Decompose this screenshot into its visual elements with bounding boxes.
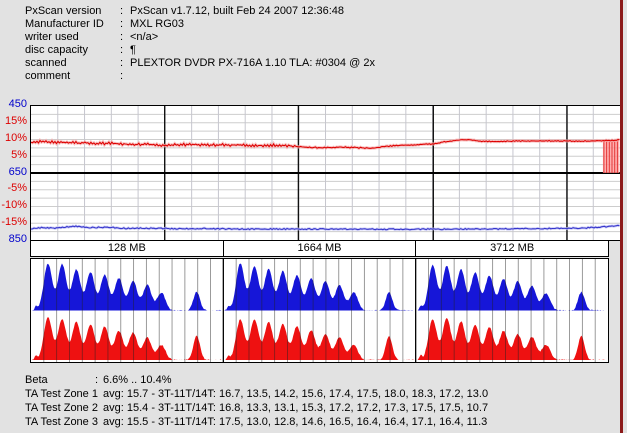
summary-label: TA Test Zone 3 — [25, 416, 98, 428]
summary-separator — [95, 415, 103, 429]
summary-label: TA Test Zone 1 — [25, 388, 98, 400]
y-axis-label: -5% — [7, 182, 27, 195]
summary-separator: : — [95, 374, 99, 386]
window-right-border — [620, 0, 623, 433]
x-axis-zone-cell: 1664 MB — [222, 241, 416, 256]
info-label: comment — [25, 70, 71, 82]
info-separator: : — [120, 44, 124, 56]
summary-separator — [95, 387, 103, 401]
info-label: Manufacturer ID — [25, 18, 104, 30]
info-label: writer used — [25, 31, 79, 43]
info-row: PxScan version: PxScan v1.7.12, built Feb… — [25, 5, 375, 18]
x-axis-zone-cell: 3712 MB — [415, 241, 608, 256]
summary-separator — [95, 401, 103, 415]
info-row: Manufacturer ID: MXL RG03 — [25, 18, 375, 31]
info-label: scanned — [25, 57, 67, 69]
y-axis-label: -10% — [1, 199, 27, 212]
info-row: disc capacity: ¶ — [25, 44, 375, 57]
info-row: comment: — [25, 70, 375, 83]
beta-chart-canvas — [31, 106, 620, 240]
y-axis-label: 5% — [11, 148, 27, 161]
summary-value: avg: 15.5 - 3T-11T/14T: 17.5, 13.0, 12.8… — [103, 416, 488, 428]
info-row: writer used: <n/a> — [25, 31, 375, 44]
info-separator: : — [120, 18, 124, 30]
info-separator: : — [120, 5, 124, 17]
ta-zone-row: TA Test Zone 2 avg: 15.4 - 3T-11T/14T: 16… — [25, 401, 488, 415]
info-value: PxScan v1.7.12, built Feb 24 2007 12:36:… — [130, 5, 345, 17]
x-axis-zone-cell: 128 MB — [107, 242, 146, 254]
summary-value: avg: 15.4 - 3T-11T/14T: 16.8, 13.3, 13.1… — [103, 402, 489, 414]
summary-panel: Beta:6.6% .. 10.4% TA Test Zone 1 avg: 15… — [25, 373, 488, 429]
info-value: PLEXTOR DVDR PX-716A 1.10 TLA: #0304 @ 2… — [130, 57, 375, 69]
y-axis-label: -15% — [1, 216, 27, 229]
info-separator: : — [120, 57, 124, 69]
y-axis-label: 15% — [4, 114, 27, 127]
info-value: ¶ — [130, 44, 136, 56]
beta-chart — [30, 105, 621, 241]
scan-info-panel: PxScan version: PxScan v1.7.12, built Feb… — [25, 5, 375, 83]
summary-label: Beta — [25, 374, 48, 386]
summary-label: TA Test Zone 2 — [25, 402, 98, 414]
ta-histogram-canvas — [31, 259, 607, 362]
ta-histogram-panel — [30, 258, 609, 363]
info-row: scanned: PLEXTOR DVDR PX-716A 1.10 TLA: #… — [25, 57, 375, 70]
y-axis-label: 650 — [8, 165, 27, 178]
ta-zone-row: TA Test Zone 3 avg: 15.5 - 3T-11T/14T: 17… — [25, 415, 488, 429]
summary-value: avg: 15.7 - 3T-11T/14T: 16.7, 13.5, 14.2… — [103, 388, 489, 400]
info-value: MXL RG03 — [130, 18, 185, 30]
info-label: PxScan version — [25, 5, 102, 17]
ta-zone-row: TA Test Zone 1 avg: 15.7 - 3T-11T/14T: 16… — [25, 387, 488, 401]
info-label: disc capacity — [25, 44, 88, 56]
info-separator: : — [120, 31, 124, 43]
y-axis-label: 850 — [8, 233, 27, 245]
y-axis-label: 450 — [8, 98, 27, 110]
y-axis-label: 10% — [4, 131, 27, 144]
beta-range-row: Beta:6.6% .. 10.4% — [25, 373, 488, 387]
info-separator: : — [120, 70, 124, 82]
info-value: <n/a> — [130, 31, 159, 43]
summary-value: 6.6% .. 10.4% — [103, 374, 172, 386]
x-axis-zone-band: 128 MB 1664 MB 3712 MB — [30, 240, 609, 257]
